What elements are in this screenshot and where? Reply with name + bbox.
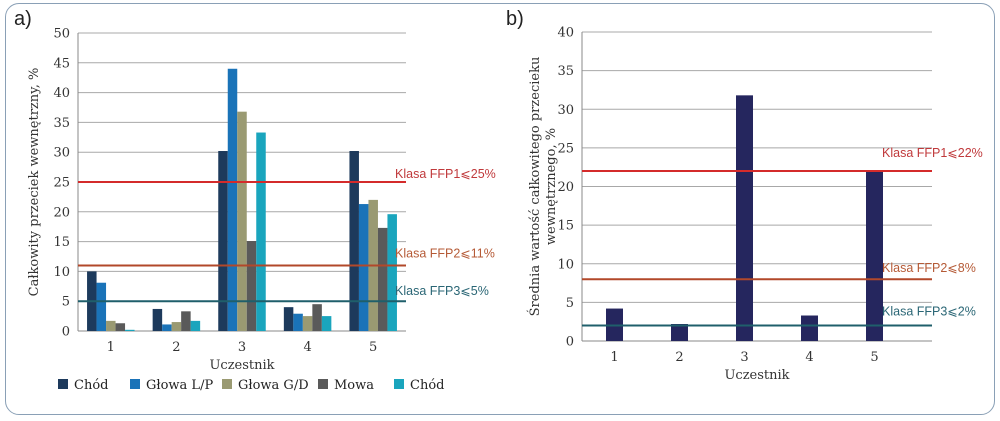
figure-frame xyxy=(5,3,995,415)
bar xyxy=(801,315,818,341)
y-tick-label: 0 xyxy=(566,335,574,350)
bar xyxy=(387,214,397,331)
y-tick-label: 5 xyxy=(62,295,70,310)
bar xyxy=(125,329,135,331)
bar xyxy=(106,320,116,331)
bar xyxy=(227,68,238,331)
y-tick-label: 10 xyxy=(557,257,574,272)
legend-label: Głowa G/D xyxy=(238,378,309,393)
y-tick-label: 10 xyxy=(53,265,70,280)
x-tick-label: 1 xyxy=(107,340,115,355)
bar xyxy=(171,322,182,331)
threshold-label: Klasa FFP3⩽2% xyxy=(882,305,976,319)
legend-swatch xyxy=(394,379,404,389)
y-tick-label: 25 xyxy=(557,141,574,156)
y-tick-label: 35 xyxy=(557,64,574,79)
threshold-label: Klasa FFP1⩽22% xyxy=(882,146,983,160)
bar xyxy=(190,320,201,331)
y-axis-title: Całkowity przeciek wewnętrzny, % xyxy=(27,68,42,297)
x-tick-label: 4 xyxy=(303,340,311,355)
legend-swatch xyxy=(318,379,328,389)
legend-swatch xyxy=(130,379,140,389)
bar xyxy=(302,316,313,331)
threshold-label: Klasa FFP1⩽25% xyxy=(395,167,496,181)
y-tick-label: 0 xyxy=(62,325,70,340)
panel-label-b: b) xyxy=(506,8,524,30)
y-tick-label: 15 xyxy=(557,219,574,234)
bar xyxy=(256,132,266,331)
bar xyxy=(736,95,753,341)
y-tick-label: 30 xyxy=(53,146,70,161)
legend-label: Chód xyxy=(74,378,108,393)
x-tick-label: 4 xyxy=(805,350,813,365)
bar xyxy=(349,151,359,331)
y-tick-label: 40 xyxy=(557,26,574,41)
y-tick-label: 5 xyxy=(566,296,574,311)
bar xyxy=(671,324,688,341)
x-axis-title: Uczestnik xyxy=(209,358,274,373)
bar xyxy=(218,151,228,331)
bar xyxy=(312,304,322,331)
threshold-label: Klasa FFP2⩽11% xyxy=(395,246,495,260)
x-tick-label: 3 xyxy=(238,340,246,355)
y-tick-label: 30 xyxy=(557,103,574,118)
threshold-label: Klasa FFP2⩽8% xyxy=(882,261,976,275)
bar xyxy=(321,316,332,331)
chart-b: 0 5 10 15 20 25 30 35 40 1 2 3 4 5 Klasa FFP1⩽22% Klasa… xyxy=(526,26,983,384)
x-tick-label: 5 xyxy=(369,340,377,355)
x-tick-label: 5 xyxy=(870,350,878,365)
y-tick-label: 35 xyxy=(53,116,70,131)
x-tick-label: 1 xyxy=(610,350,618,365)
x-tick-label: 2 xyxy=(172,340,180,355)
threshold-label: Klasa FFP3⩽5% xyxy=(395,284,489,298)
x-axis-title: Uczestnik xyxy=(724,368,789,383)
bar xyxy=(377,227,388,331)
y-tick-label: 50 xyxy=(53,27,70,42)
bar xyxy=(115,323,126,331)
x-tick-label: 3 xyxy=(740,350,748,365)
y-axis-title: Średnia wartość całkowitego przeciekuwew… xyxy=(526,57,559,317)
legend-swatch xyxy=(222,379,232,389)
bar xyxy=(181,311,191,331)
bar xyxy=(246,241,257,331)
y-tick-label: 20 xyxy=(53,205,70,220)
legend-swatch xyxy=(58,379,68,389)
bar xyxy=(293,313,303,331)
panel-label-a: a) xyxy=(14,8,32,30)
x-tick-label: 2 xyxy=(675,350,683,365)
legend-label: Głowa L/P xyxy=(146,378,213,393)
bar xyxy=(96,282,107,331)
bar xyxy=(866,171,883,341)
legend-label: Chód xyxy=(410,378,444,393)
y-tick-label: 45 xyxy=(53,56,70,71)
bar xyxy=(358,204,369,331)
y-tick-label: 40 xyxy=(53,86,70,101)
y-tick-label: 25 xyxy=(53,176,70,191)
bar xyxy=(237,111,247,331)
y-tick-label: 15 xyxy=(53,235,70,250)
bar xyxy=(162,324,172,331)
legend-label: Mowa xyxy=(334,378,374,393)
y-tick-label: 20 xyxy=(557,180,574,195)
bar xyxy=(283,307,294,331)
bar xyxy=(152,308,163,331)
